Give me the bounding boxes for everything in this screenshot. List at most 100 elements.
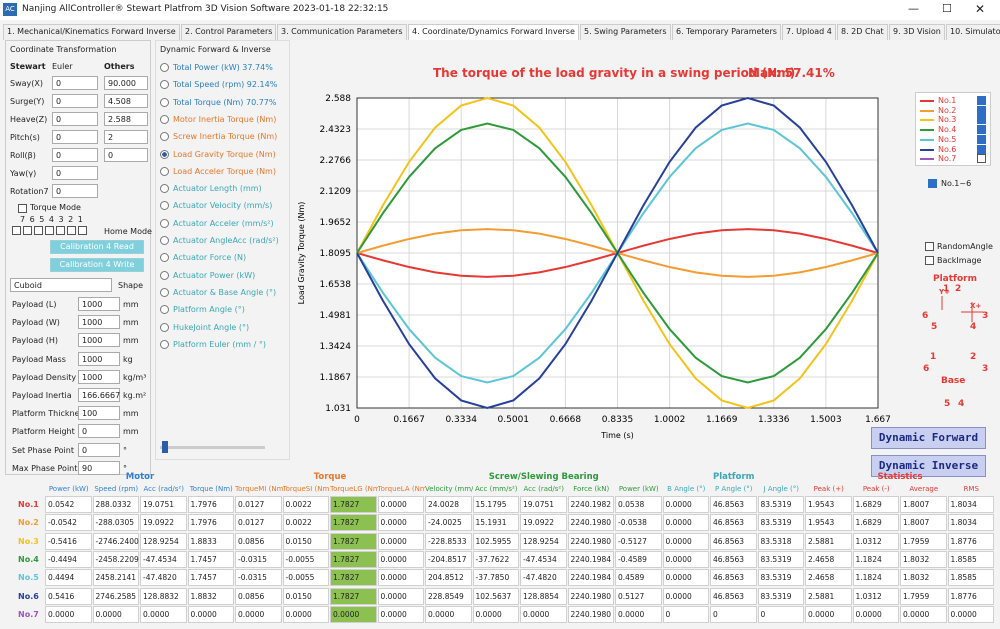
radio[interactable] <box>160 339 169 349</box>
checkbox[interactable] <box>925 256 934 265</box>
table-cell: 46.8563 <box>710 532 757 550</box>
slider-thumb[interactable] <box>162 441 168 453</box>
input-field[interactable]: 90 <box>78 460 120 475</box>
input-field[interactable]: 90.000 <box>104 76 148 90</box>
y-tick-label: 1.9652 <box>320 218 352 228</box>
legend-checkbox[interactable] <box>977 154 986 164</box>
radio[interactable] <box>160 218 169 228</box>
minimize[interactable]: — <box>908 2 919 15</box>
table-cell: 0.0000 <box>805 605 852 623</box>
input-field[interactable]: 1000 <box>78 315 120 330</box>
legend-checkbox[interactable] <box>977 125 986 135</box>
tab[interactable]: 7. Upload 4 <box>782 24 836 40</box>
table-cell: 83.5319 <box>757 496 804 513</box>
tab[interactable]: 9. 3D Vision <box>889 24 945 40</box>
table-cell: 1.8776 <box>947 587 994 605</box>
select[interactable]: Cuboid <box>10 278 112 292</box>
table-cell: 0.0000 <box>520 605 567 623</box>
input-field[interactable]: 0 <box>52 184 98 198</box>
radio[interactable] <box>160 287 169 297</box>
table-cell: 2.4658 <box>805 550 852 568</box>
radio[interactable] <box>160 184 169 194</box>
table-cell: 0.0000 <box>425 605 472 623</box>
action-button[interactable]: Dynamic Inverse <box>871 455 986 477</box>
x-tick-label: 0.5001 <box>498 415 530 425</box>
input-field[interactable]: 166.6667 <box>78 388 120 402</box>
tab[interactable]: 6. Temporary Parameters <box>672 24 781 40</box>
radio[interactable] <box>160 132 169 142</box>
input-field[interactable]: 1000 <box>78 333 120 348</box>
checkbox[interactable] <box>18 204 27 213</box>
tab[interactable]: 8. 2D Chat <box>837 24 888 40</box>
input-field[interactable]: 0 <box>52 148 98 162</box>
action-button[interactable]: Dynamic Forward <box>871 427 986 449</box>
bit-box[interactable] <box>45 226 54 235</box>
table-cell: 2240.1980 <box>567 532 614 550</box>
table-cell: 2240.1984 <box>567 550 614 568</box>
legend-checkbox[interactable] <box>977 96 986 105</box>
x-tick-label: 0.3334 <box>445 415 477 425</box>
bit-box[interactable] <box>12 226 21 235</box>
bit-box[interactable] <box>56 226 65 235</box>
input-field[interactable]: 0 <box>52 130 98 144</box>
tab[interactable]: 1. Mechanical/Kinematics Forward Inverse <box>3 24 180 40</box>
table-cell: -0.4589 <box>615 550 662 568</box>
radio[interactable] <box>160 236 169 245</box>
input-field[interactable]: 0 <box>52 166 98 180</box>
table-cell: 19.0922 <box>140 514 187 532</box>
bit-box[interactable] <box>23 226 32 235</box>
button[interactable]: Calibration 4 Read <box>50 240 144 254</box>
radio[interactable] <box>160 270 169 280</box>
input-field[interactable]: 0 <box>52 112 98 126</box>
input-field[interactable]: 0 <box>104 148 148 162</box>
input-field[interactable]: 1000 <box>78 351 120 366</box>
table-cell: 2.5881 <box>805 532 852 550</box>
input-field[interactable]: 4.508 <box>104 94 148 108</box>
input-field[interactable]: 1000 <box>78 297 120 311</box>
close[interactable]: ✕ <box>975 2 986 16</box>
legend-checkbox[interactable] <box>977 144 986 154</box>
legend-checkbox[interactable] <box>977 134 986 144</box>
checkbox[interactable] <box>925 242 934 251</box>
label: RandomAngle <box>937 242 993 251</box>
legend-checkbox[interactable] <box>977 105 986 115</box>
radio[interactable] <box>160 166 169 176</box>
tab[interactable]: 5. Swing Parameters <box>580 24 671 40</box>
bit-box[interactable] <box>34 226 43 235</box>
legend-checkbox[interactable] <box>977 115 986 125</box>
unit: ° <box>123 463 127 473</box>
radio[interactable] <box>160 322 169 332</box>
input-field[interactable]: 0 <box>78 424 120 439</box>
radio[interactable] <box>160 97 169 107</box>
input-field[interactable]: 2 <box>104 130 148 144</box>
x-tick-label: 1.1669 <box>706 415 738 425</box>
tab[interactable]: 3. Communication Parameters <box>277 24 407 40</box>
input-field[interactable]: 0 <box>78 442 120 457</box>
radio[interactable] <box>160 114 169 124</box>
button[interactable]: Calibration 4 Write <box>50 258 144 272</box>
column-header: Torque (Nm) <box>189 485 233 493</box>
x-tick-label: 0.1667 <box>393 415 425 425</box>
input-field[interactable]: 1000 <box>78 369 120 384</box>
radio[interactable] <box>160 201 169 211</box>
checkbox[interactable] <box>928 179 937 188</box>
input-field[interactable]: 0 <box>52 76 98 90</box>
input-field[interactable]: 0 <box>52 94 98 108</box>
radio[interactable] <box>160 149 169 159</box>
tab[interactable]: 2. Control Parameters <box>181 24 277 40</box>
input-field[interactable]: 2.588 <box>104 112 148 126</box>
tab[interactable]: 4. Coordinate/Dynamics Forward Inverse <box>408 24 579 40</box>
bit-box[interactable] <box>67 226 76 235</box>
radio[interactable] <box>160 63 169 72</box>
tab[interactable]: 10. Simulator <box>946 24 1000 40</box>
row-label: Sway(X) <box>10 79 43 88</box>
maximize[interactable]: ☐ <box>942 2 952 15</box>
table-cell: 0.0542 <box>45 496 92 513</box>
row-label: Surge(Y) <box>10 97 45 106</box>
chart: The torque of the load gravity in a swin… <box>297 66 891 440</box>
bit-box[interactable] <box>78 226 87 235</box>
radio[interactable] <box>160 305 169 315</box>
radio[interactable] <box>160 80 169 90</box>
input-field[interactable]: 100 <box>78 406 120 421</box>
radio[interactable] <box>160 253 169 263</box>
